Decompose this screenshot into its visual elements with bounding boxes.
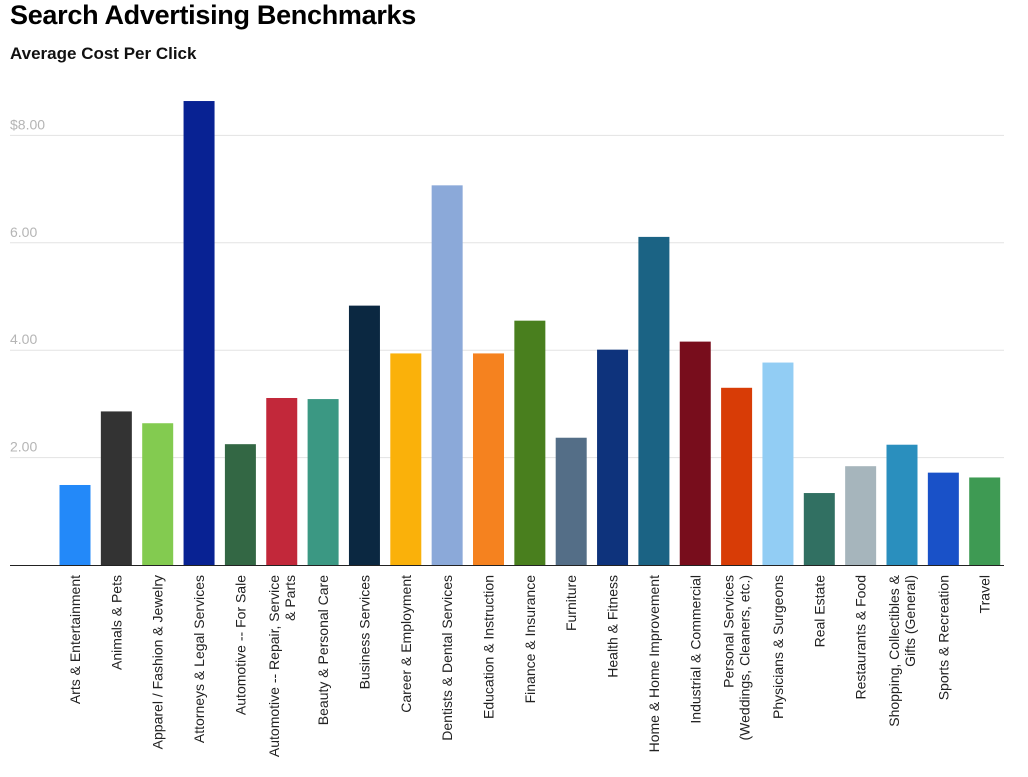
category-label: Real Estate (811, 575, 827, 648)
category-label: Career & Employment (398, 575, 414, 713)
y-tick-label: $8.00 (10, 116, 45, 132)
category-label-line: (Weddings, Cleaners, etc.) (737, 575, 753, 740)
category-label-line: Industrial & Commercial (687, 575, 703, 724)
bar (845, 466, 877, 565)
category-label: Arts & Entertainment (67, 575, 83, 704)
category-label: Home & Home Improvement (646, 575, 662, 753)
bars (59, 101, 1001, 566)
bar (762, 362, 794, 565)
bar (307, 399, 339, 565)
bar (555, 437, 587, 565)
bar (266, 397, 298, 565)
category-label-line: Travel (977, 575, 993, 613)
y-tick-label: 4.00 (10, 331, 37, 347)
category-label: Shopping, Collectibles &Gifts (General) (886, 574, 918, 726)
bar (100, 411, 132, 565)
gridlines: 2.00 4.00 6.00 $8.00 (10, 116, 1004, 459)
category-label: Physicians & Surgeons (770, 575, 786, 719)
bar (431, 185, 463, 565)
bar (803, 493, 835, 565)
bar (721, 387, 753, 565)
category-label-line: Dentists & Dental Services (439, 575, 455, 741)
bar (638, 236, 670, 565)
bar (348, 305, 380, 565)
category-label: Animals & Pets (108, 575, 124, 670)
category-label: Industrial & Commercial (687, 575, 703, 724)
category-label-line: & Parts (282, 575, 298, 621)
category-label: Education & Instruction (481, 575, 497, 719)
chart-title: Search Advertising Benchmarks (10, 0, 416, 30)
bar (969, 477, 1001, 565)
bar (142, 423, 174, 565)
category-label-line: Shopping, Collectibles & (886, 574, 902, 726)
bar (927, 472, 959, 565)
category-label-line: Home & Home Improvement (646, 575, 662, 753)
category-label: Attorneys & Legal Services (191, 575, 207, 743)
category-label: Furniture (563, 575, 579, 631)
category-label-line: Furniture (563, 575, 579, 631)
category-label: Apparel / Fashion & Jewelry (150, 575, 166, 749)
category-label-line: Gifts (General) (902, 575, 918, 667)
bar (597, 349, 629, 565)
category-label: Automotive -- For Sale (232, 575, 248, 715)
category-label-line: Health & Fitness (605, 575, 621, 678)
category-label-line: Physicians & Surgeons (770, 575, 786, 719)
category-label: Business Services (356, 575, 372, 689)
bar (679, 341, 711, 565)
category-label-line: Apparel / Fashion & Jewelry (150, 575, 166, 749)
category-label-line: Real Estate (811, 575, 827, 648)
bar (886, 444, 918, 565)
category-label: Restaurants & Food (853, 575, 869, 700)
category-labels: Arts & Entertainment Animals & Pets Appare… (67, 574, 993, 757)
category-label-line: Animals & Pets (108, 575, 124, 670)
category-label-line: Personal Services (721, 575, 737, 688)
bar (473, 353, 504, 565)
category-label-line: Beauty & Personal Care (315, 575, 331, 725)
category-label-line: Finance & Insurance (522, 575, 538, 704)
bar (183, 101, 215, 566)
category-label: Health & Fitness (605, 575, 621, 678)
category-label-line: Restaurants & Food (853, 575, 869, 700)
category-label-line: Automotive -- For Sale (232, 575, 248, 715)
bar (390, 353, 422, 565)
category-label: Sports & Recreation (935, 575, 951, 700)
category-label-line: Attorneys & Legal Services (191, 575, 207, 743)
category-label: Beauty & Personal Care (315, 575, 331, 725)
chart-subtitle: Average Cost Per Click (10, 44, 197, 63)
category-label-line: Sports & Recreation (935, 575, 951, 700)
category-label: Automotive -- Repair, Service& Parts (266, 575, 298, 757)
y-tick-label: 6.00 (10, 224, 37, 240)
category-label-line: Business Services (356, 575, 372, 689)
y-tick-label: 2.00 (10, 439, 37, 455)
category-label: Finance & Insurance (522, 575, 538, 704)
category-label: Travel (977, 575, 993, 613)
bar (224, 444, 256, 565)
category-label-line: Career & Employment (398, 575, 414, 713)
category-label-line: Arts & Entertainment (67, 575, 83, 704)
bar (514, 320, 546, 565)
bar (59, 484, 91, 565)
category-label: Personal Services(Weddings, Cleaners, et… (721, 575, 753, 740)
category-label-line: Education & Instruction (481, 575, 497, 719)
category-label: Dentists & Dental Services (439, 575, 455, 741)
category-label-line: Automotive -- Repair, Service (266, 575, 282, 757)
